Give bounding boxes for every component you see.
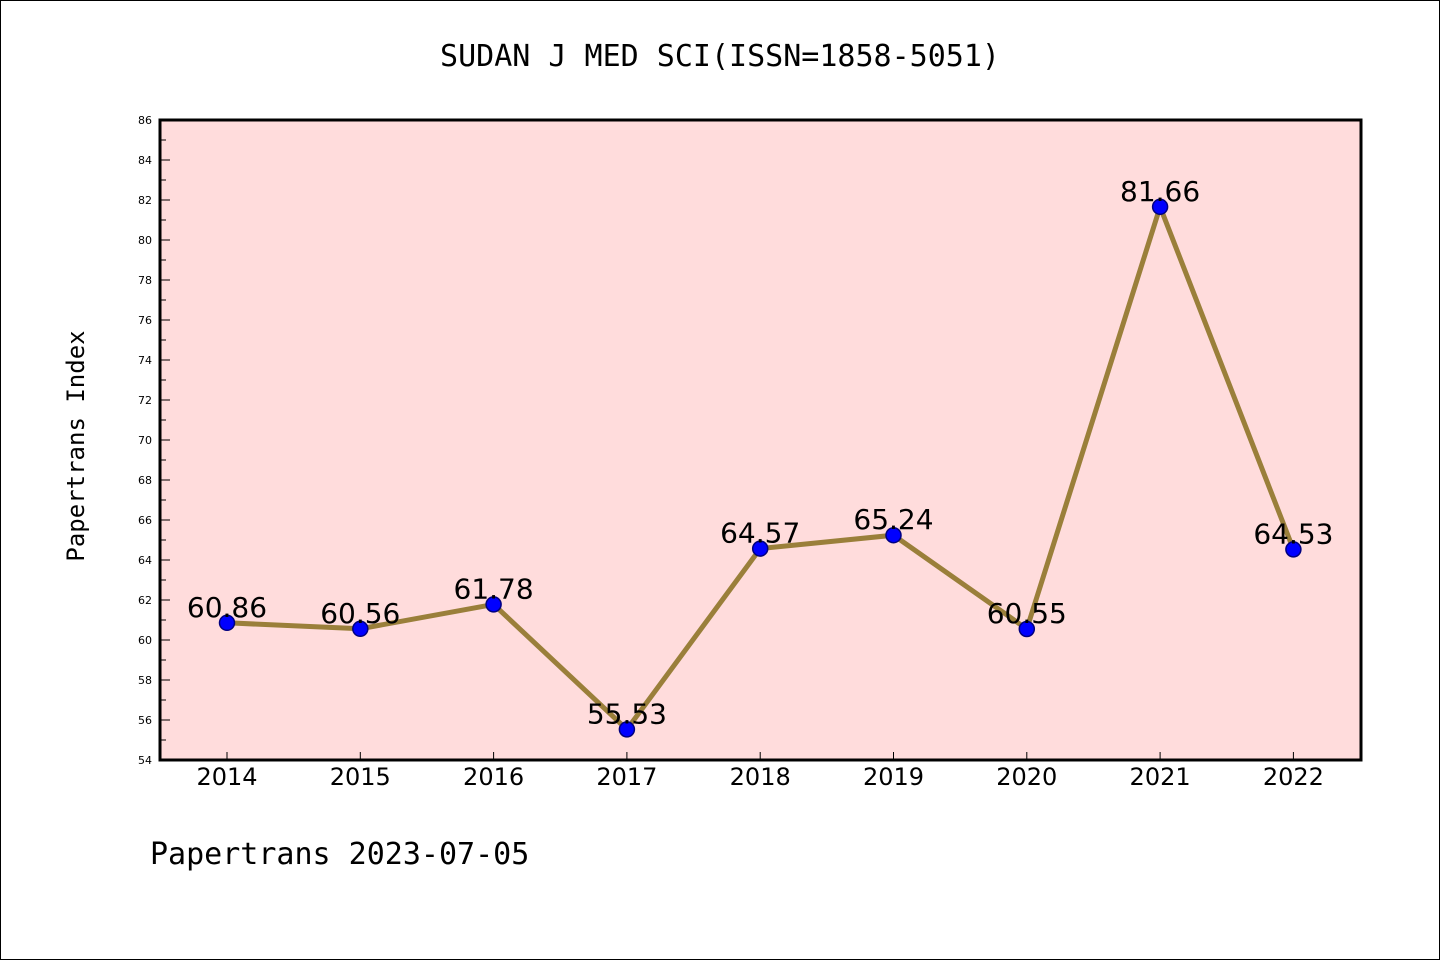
x-tick-label: 2015 bbox=[330, 763, 391, 791]
y-axis-label: Papertrans Index bbox=[62, 330, 90, 561]
data-point bbox=[218, 614, 236, 632]
data-point bbox=[1151, 198, 1169, 216]
data-label: 64.53 bbox=[1253, 517, 1333, 550]
y-tick-label: 74 bbox=[138, 354, 152, 367]
y-tick-label: 58 bbox=[138, 674, 152, 687]
x-tick-label: 2021 bbox=[1130, 763, 1191, 791]
y-tick-label: 76 bbox=[138, 314, 152, 327]
y-axis-ticks: 54 56 58 60 62 64 66 68 70 72 74 76 78 80 82 84 86 bbox=[138, 114, 170, 767]
y-tick-label: 68 bbox=[138, 474, 152, 487]
y-tick-label: 78 bbox=[138, 274, 152, 287]
x-tick-label: 2019 bbox=[863, 763, 924, 791]
data-label: 81.66 bbox=[1120, 175, 1200, 208]
data-label: 61.78 bbox=[454, 572, 534, 605]
y-tick-label: 82 bbox=[138, 194, 152, 207]
chart-title: SUDAN J MED SCI(ISSN=1858-5051) bbox=[440, 39, 1000, 74]
x-tick-label: 2018 bbox=[730, 763, 791, 791]
data-labels: 60.86 60.56 61.78 55.53 64.57 65.24 60.55 81.66… bbox=[187, 175, 1334, 731]
data-point bbox=[1285, 541, 1302, 558]
y-tick-label: 84 bbox=[138, 154, 152, 167]
y-tick-label: 72 bbox=[138, 394, 152, 407]
x-tick-label: 2017 bbox=[596, 763, 657, 791]
y-tick-label: 86 bbox=[138, 114, 152, 127]
y-tick-label: 64 bbox=[138, 554, 152, 567]
x-axis-ticks: 2014 2015 2016 2017 2018 2019 2020 2021 2022 bbox=[196, 752, 1324, 791]
data-label: 55.53 bbox=[587, 697, 667, 730]
data-point bbox=[751, 540, 769, 557]
data-label: 60.56 bbox=[320, 597, 400, 630]
x-tick-label: 2016 bbox=[463, 763, 524, 791]
data-label: 60.55 bbox=[987, 597, 1067, 630]
data-point bbox=[1018, 620, 1036, 638]
x-tick-label: 2022 bbox=[1263, 763, 1324, 791]
x-tick-label: 2020 bbox=[996, 763, 1057, 791]
data-point bbox=[885, 526, 902, 544]
data-point bbox=[352, 620, 369, 638]
data-point bbox=[618, 721, 636, 738]
y-tick-label: 54 bbox=[138, 754, 152, 767]
plot-area bbox=[158, 118, 1363, 762]
y-tick-label: 70 bbox=[138, 434, 152, 447]
data-label: 65.24 bbox=[853, 503, 933, 536]
y-tick-label: 80 bbox=[138, 234, 152, 247]
y-tick-label: 60 bbox=[138, 634, 152, 647]
y-tick-label: 62 bbox=[138, 594, 152, 607]
y-tick-label: 56 bbox=[138, 714, 152, 727]
data-label: 60.86 bbox=[187, 591, 267, 624]
x-tick-label: 2014 bbox=[196, 763, 257, 791]
data-point bbox=[485, 596, 502, 613]
data-label: 64.57 bbox=[720, 517, 800, 550]
data-points bbox=[218, 198, 1302, 738]
y-tick-label: 66 bbox=[138, 514, 152, 527]
footer-text: Papertrans 2023-07-05 bbox=[150, 837, 529, 872]
